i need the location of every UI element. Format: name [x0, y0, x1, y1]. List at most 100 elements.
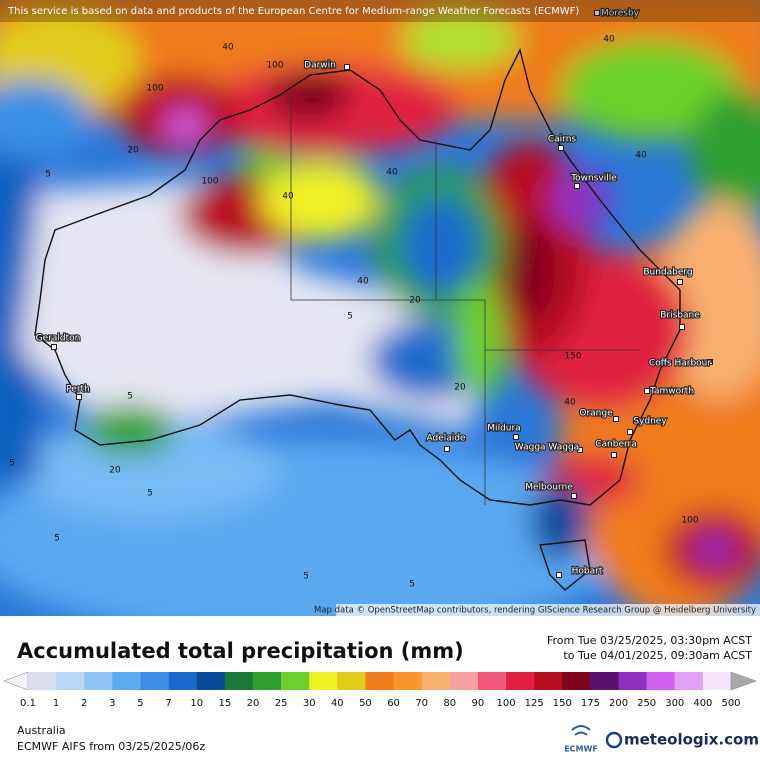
city-marker	[574, 183, 580, 189]
city-label: Bundaberg	[643, 268, 692, 278]
city-marker	[344, 64, 350, 70]
contour-label: 40	[222, 43, 234, 53]
city-label: Sydney	[633, 417, 667, 427]
city-label: Geraldton	[36, 334, 81, 344]
coastline	[34, 47, 681, 506]
legend-swatch	[196, 672, 226, 690]
legend-label: 200	[609, 698, 628, 709]
legend-swatch	[112, 672, 141, 690]
legend-label: 7	[165, 698, 171, 709]
city-label: Tamworth	[649, 387, 694, 397]
contour-label: 100	[146, 84, 163, 94]
tasmania-coastline	[539, 539, 591, 591]
legend-label: 5	[137, 698, 143, 709]
contour-label: 5	[45, 170, 51, 180]
contour-label: 5	[409, 580, 415, 590]
legend-label: 0.1	[20, 698, 36, 709]
legend-label: 150	[553, 698, 572, 709]
legend-label: 80	[443, 698, 456, 709]
city-labels: Darwin Cairns Townsville Bundaberg Brisbane C…	[35, 7, 713, 578]
legend-label: 90	[472, 698, 485, 709]
legend-swatch	[674, 672, 704, 690]
notice: This service is based on data and produc…	[7, 6, 579, 17]
contour-label: 20	[109, 466, 121, 476]
contour-label: 40	[635, 151, 647, 161]
legend-label: 25	[275, 698, 288, 709]
title: Accumulated total precipitation (mm)	[17, 639, 464, 663]
legend-label: 500	[721, 698, 740, 709]
legend-swatch	[534, 672, 563, 690]
city-label: Hobart	[572, 567, 603, 577]
contour-label: 100	[681, 516, 698, 526]
legend-swatch	[618, 672, 647, 690]
ecmwf-logo: ECMWF	[564, 745, 598, 754]
city-marker	[677, 279, 683, 285]
legend-swatch	[337, 672, 366, 690]
contour-labels: 40 100 100 20 5 100 40 40 40 40 40 20 5 20 150 40 5 5 20 5 5…	[9, 35, 699, 590]
legend-arrow-right	[730, 671, 757, 691]
model: ECMWF AIFS from 03/25/2025/06z	[17, 740, 205, 753]
legend: 0.1 1 2 3 5 7 10 15 20 25 30 40 50 60 70 80 90 100 125 150 1…	[3, 671, 757, 709]
meteologix-logo: meteologix.com	[624, 731, 759, 749]
contour-label: 5	[54, 534, 60, 544]
legend-label: 70	[415, 698, 428, 709]
contour-label: 100	[266, 61, 283, 71]
city-marker	[577, 447, 583, 453]
city-marker	[679, 324, 685, 330]
city-marker	[51, 344, 57, 350]
city-marker	[627, 429, 633, 435]
city-label: Brisbane	[660, 311, 700, 321]
legend-swatch	[84, 672, 113, 690]
legend-swatch	[590, 672, 619, 690]
city-marker	[571, 493, 577, 499]
legend-label: 400	[693, 698, 712, 709]
city-marker	[444, 446, 450, 452]
legend-label: 1	[53, 698, 59, 709]
legend-label: 10	[190, 698, 203, 709]
city-label: Townsville	[570, 174, 617, 184]
city-marker	[513, 434, 519, 440]
legend-label: 50	[359, 698, 372, 709]
contour-label: 40	[564, 398, 576, 408]
city-marker	[556, 572, 562, 578]
contour-label: 5	[127, 392, 133, 402]
city-label: Wagga Wagga	[515, 443, 579, 453]
legend-swatch	[393, 672, 422, 690]
contour-label: 20	[127, 146, 139, 156]
legend-swatch	[252, 672, 282, 690]
contour-label: 40	[357, 277, 369, 287]
city-label: Perth	[66, 385, 90, 395]
contour-label: 20	[454, 383, 466, 393]
city-label: Cairns	[548, 135, 577, 145]
legend-swatch	[421, 672, 451, 690]
legend-swatch	[562, 672, 591, 690]
legend-label: 300	[665, 698, 684, 709]
contour-label: 40	[603, 35, 615, 45]
legend-swatch	[646, 672, 676, 690]
legend-label: 175	[581, 698, 600, 709]
city-label: Mildura	[487, 424, 520, 434]
legend-arrow-left	[3, 671, 29, 691]
legend-swatch	[281, 672, 310, 690]
legend-label: 30	[303, 698, 316, 709]
city-label: Orange	[579, 409, 613, 419]
legend-swatch	[506, 672, 535, 690]
city-marker	[613, 416, 619, 422]
city-marker	[594, 10, 600, 16]
legend-swatch	[140, 672, 169, 690]
legend-swatch	[56, 672, 85, 690]
city-label: Adelaide	[426, 434, 465, 444]
legend-label: 125	[525, 698, 544, 709]
region: Australia	[17, 724, 66, 737]
legend-swatch	[28, 672, 57, 690]
legend-swatch	[365, 672, 394, 690]
legend-label: 100	[496, 698, 515, 709]
city-label: Canberra	[595, 440, 637, 450]
map: 40 100 100 20 5 100 40 40 40 40 40 20 5 20 150 40 5 5 20 5 5…	[0, 0, 760, 616]
notice-band	[0, 0, 760, 22]
city-label: Darwin	[304, 61, 336, 71]
legend-swatch	[449, 672, 479, 690]
contour-label: 40	[386, 168, 398, 178]
legend-label: 2	[81, 698, 87, 709]
